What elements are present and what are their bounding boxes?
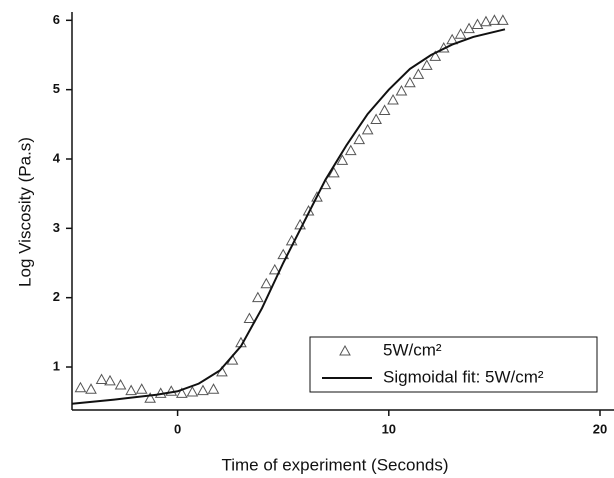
data-point [454,28,467,39]
y-tick-label: 3 [53,220,60,235]
data-point [144,392,156,403]
data-point [471,18,484,29]
fit-line [71,28,506,405]
data-point [361,123,374,135]
data-point [260,277,273,289]
y-tick-label: 4 [53,150,61,165]
data-point [420,59,433,70]
y-tick-label: 5 [53,81,60,96]
data-point [114,379,127,390]
data-point [268,263,281,275]
data-point [328,166,340,178]
data-point [395,85,408,96]
legend-label: 5W/cm² [383,340,442,359]
data-point [463,22,475,34]
data-point [252,291,264,303]
data-point [336,154,349,165]
data-point [387,94,399,105]
data-point [165,385,178,396]
data-point [243,312,256,323]
y-tick-label: 1 [53,358,60,373]
x-axis-title: Time of experiment (Seconds) [221,455,448,474]
data-point [488,14,501,25]
data-point [207,383,220,394]
legend-label: Sigmoidal fit: 5W/cm² [383,367,544,386]
y-tick-label: 2 [53,289,60,304]
x-tick-label: 20 [593,421,607,436]
x-tick-label: 0 [174,421,181,436]
data-point [412,68,425,79]
data-point [95,373,108,384]
data-point [104,374,116,386]
data-point [480,15,492,27]
data-point [135,383,148,394]
data-point [74,381,87,393]
data-point [353,133,366,145]
data-point [344,144,357,156]
data-point [311,191,323,202]
data-point [378,104,391,115]
legend-box [309,336,598,393]
data-point [125,384,137,396]
data-point [370,113,382,124]
data-point [429,50,442,61]
y-tick-label: 6 [53,12,60,27]
data-point [496,14,509,25]
data-point [277,248,290,260]
x-tick-label: 10 [382,421,396,436]
legend-marker [339,344,351,356]
data-point [404,76,416,88]
data-point [175,387,188,398]
data-point [85,383,97,394]
y-axis-title: Log Viscosity (Pa.s) [15,137,34,287]
data-point [186,385,199,397]
data-point [197,384,209,396]
